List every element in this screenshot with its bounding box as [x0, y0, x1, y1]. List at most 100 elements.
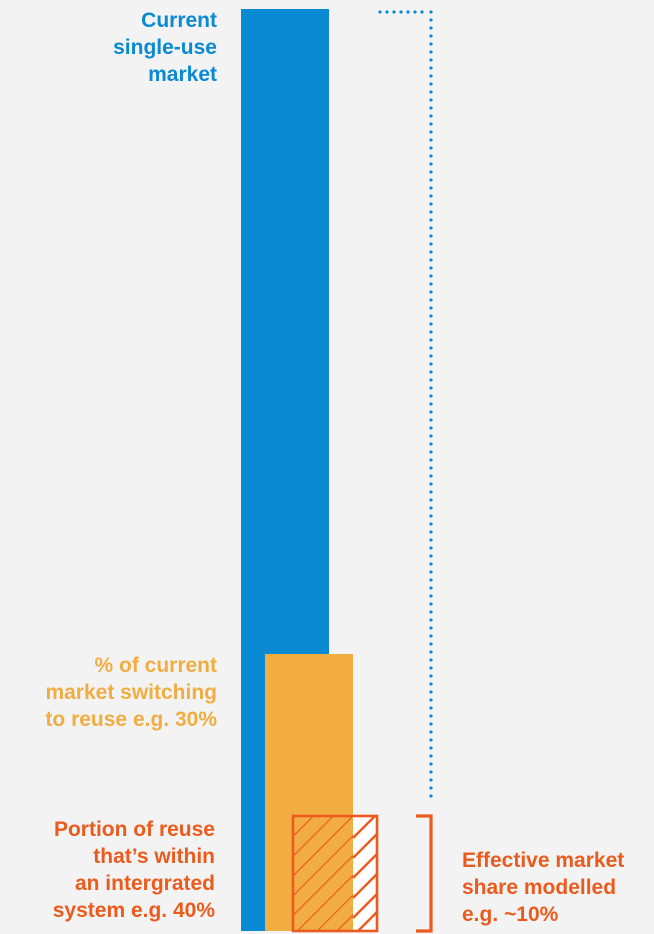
dotted-line-dot [429, 26, 433, 30]
dotted-line-dot [429, 514, 433, 518]
dotted-line-dot [429, 682, 433, 686]
dotted-line-dot [429, 570, 433, 574]
dotted-line-dot [429, 18, 433, 22]
dotted-line-dot [429, 362, 433, 366]
dotted-line-dot [429, 290, 433, 294]
dotted-line-dot [429, 506, 433, 510]
dotted-line-dot [429, 394, 433, 398]
dotted-line-dot [429, 458, 433, 462]
dotted-line-dot [429, 170, 433, 174]
dotted-line-dot [429, 466, 433, 470]
dotted-line-dot [429, 74, 433, 78]
dotted-line-dot [429, 322, 433, 326]
dotted-line-dot [429, 242, 433, 246]
dotted-line-dot [429, 194, 433, 198]
dotted-line-dot [429, 114, 433, 118]
label-line: Effective market [462, 849, 625, 872]
label-integrated-system: Portion of reuse that’s within an interg… [0, 816, 215, 924]
dotted-bracket [378, 10, 424, 14]
label-line: Current [141, 9, 217, 32]
dotted-line-dot [429, 178, 433, 182]
dotted-line-dot [429, 714, 433, 718]
dotted-line-dot [429, 778, 433, 782]
dotted-line-dot [429, 266, 433, 270]
label-line: e.g. ~10% [462, 903, 559, 926]
dotted-line-dot [429, 250, 433, 254]
dotted-line-dot [429, 610, 433, 614]
dotted-line-dot [429, 730, 433, 734]
dotted-line-dot [429, 554, 433, 558]
dotted-line-dot [429, 522, 433, 526]
label-market-switching: % of current market switching to reuse e… [0, 652, 217, 733]
dotted-line-dot [429, 274, 433, 278]
dotted-line-dot [429, 578, 433, 582]
dotted-line-dot [429, 666, 433, 670]
integrated-outline [291, 814, 379, 933]
dotted-line-dot [429, 706, 433, 710]
dotted-line-dot [429, 146, 433, 150]
dotted-line-dot [429, 186, 433, 190]
dotted-line-dot [429, 58, 433, 62]
dotted-line-dot [429, 98, 433, 102]
dotted-line-dot [429, 722, 433, 726]
label-line: % of current [94, 654, 217, 677]
label-line: single-use [113, 36, 217, 59]
dotted-line-dot [429, 210, 433, 214]
dotted-line-dot [429, 82, 433, 86]
dotted-line-dot [429, 650, 433, 654]
dotted-line-dot [429, 658, 433, 662]
dotted-vertical-line [429, 10, 433, 798]
label-effective-market-share: Effective market share modelled e.g. ~10… [462, 847, 654, 928]
dotted-line-dot [429, 314, 433, 318]
label-line: system e.g. 40% [52, 899, 215, 922]
dotted-line-dot [429, 346, 433, 350]
label-line: that’s within [93, 845, 215, 868]
dotted-line-dot [429, 34, 433, 38]
label-line: market [148, 63, 217, 86]
dotted-line-dot [429, 746, 433, 750]
dotted-line-dot [429, 482, 433, 486]
dotted-line-dot [429, 754, 433, 758]
dotted-line-dot [429, 42, 433, 46]
dotted-line-dot [429, 202, 433, 206]
dotted-line-dot [429, 66, 433, 70]
dotted-line-dot [429, 234, 433, 238]
dotted-line-dot [429, 386, 433, 390]
dotted-line-dot [429, 434, 433, 438]
dotted-line-dot [429, 122, 433, 126]
dotted-line-dot [429, 586, 433, 590]
dotted-line-dot [429, 474, 433, 478]
dotted-line-dot [429, 162, 433, 166]
dotted-line-dot [429, 282, 433, 286]
dotted-line-dot [429, 442, 433, 446]
dotted-line-dot [429, 130, 433, 134]
dotted-line-dot [429, 226, 433, 230]
dotted-line-dot [429, 218, 433, 222]
dotted-line-dot [429, 794, 433, 798]
dotted-line-dot [429, 762, 433, 766]
dotted-line-dot [429, 330, 433, 334]
label-line: share modelled [462, 876, 617, 899]
label-current-single-use-market: Current single-use market [20, 7, 217, 88]
dotted-line-dot [429, 378, 433, 382]
dotted-line-dot [429, 642, 433, 646]
dotted-line-dot [429, 354, 433, 358]
dotted-line-dot [429, 618, 433, 622]
dotted-line-dot [429, 418, 433, 422]
dotted-line-dot [429, 370, 433, 374]
dotted-line-dot [429, 498, 433, 502]
dotted-line-dot [429, 106, 433, 110]
label-line: an intergrated [74, 872, 215, 895]
dotted-line-dot [429, 426, 433, 430]
dotted-line-dot [429, 786, 433, 790]
dotted-line-dot [429, 138, 433, 142]
dotted-line-dot [429, 410, 433, 414]
dotted-line-dot [429, 90, 433, 94]
dotted-line-dot [429, 258, 433, 262]
dotted-line-dot [429, 450, 433, 454]
white-segment-hatch [352, 815, 378, 932]
dotted-line-dot [429, 402, 433, 406]
bar-integrated-system [293, 816, 353, 931]
dotted-line-dot [429, 538, 433, 542]
